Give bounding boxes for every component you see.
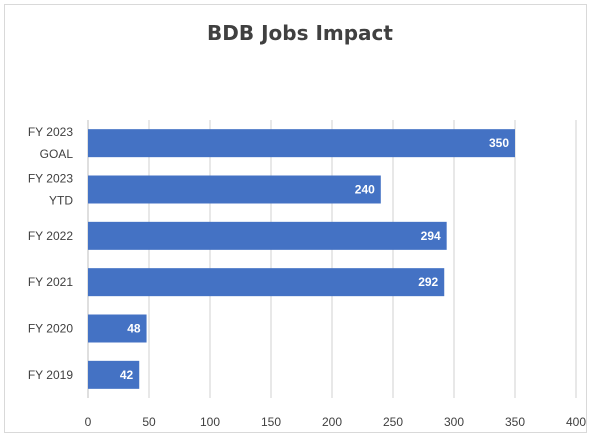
data-label: 292 [418, 275, 438, 289]
bar [88, 129, 515, 158]
x-tick-label: 250 [383, 415, 403, 429]
bar [88, 360, 140, 389]
x-tick-label: 300 [444, 415, 464, 429]
data-label: 240 [355, 183, 375, 197]
label-layer: 350 240 294 292 48 42 [120, 136, 509, 382]
x-tick-layer: 0 50 100 150 200 250 300 350 400 [85, 415, 587, 429]
bar [88, 221, 447, 250]
category-label: FY 2022 [28, 229, 73, 243]
category-label: FY 2020 [28, 322, 73, 336]
category-label: FY 2021 [28, 275, 73, 289]
x-tick-label: 350 [505, 415, 525, 429]
data-label: 294 [421, 229, 441, 243]
data-label: 42 [120, 368, 134, 382]
bar [88, 314, 147, 343]
bar-layer [88, 129, 515, 389]
data-label: 48 [127, 322, 141, 336]
bar [88, 175, 381, 204]
x-tick-label: 50 [142, 415, 156, 429]
category-label-layer: FY 2023 GOAL FY 2023 YTD FY 2022 FY 2021 FY 20… [28, 125, 73, 382]
data-label: 350 [489, 136, 509, 150]
bar [88, 268, 445, 297]
category-label: FY 2023 YTD [28, 172, 73, 208]
category-label: FY 2023 GOAL [28, 125, 73, 161]
x-tick-label: 100 [200, 415, 220, 429]
x-tick-label: 400 [566, 415, 586, 429]
x-tick-label: 0 [85, 415, 92, 429]
grid-layer [87, 120, 577, 398]
x-tick-label: 150 [261, 415, 281, 429]
category-label: FY 2019 [28, 368, 73, 382]
chart-title: BDB Jobs Impact [207, 21, 393, 45]
x-tick-label: 200 [322, 415, 342, 429]
